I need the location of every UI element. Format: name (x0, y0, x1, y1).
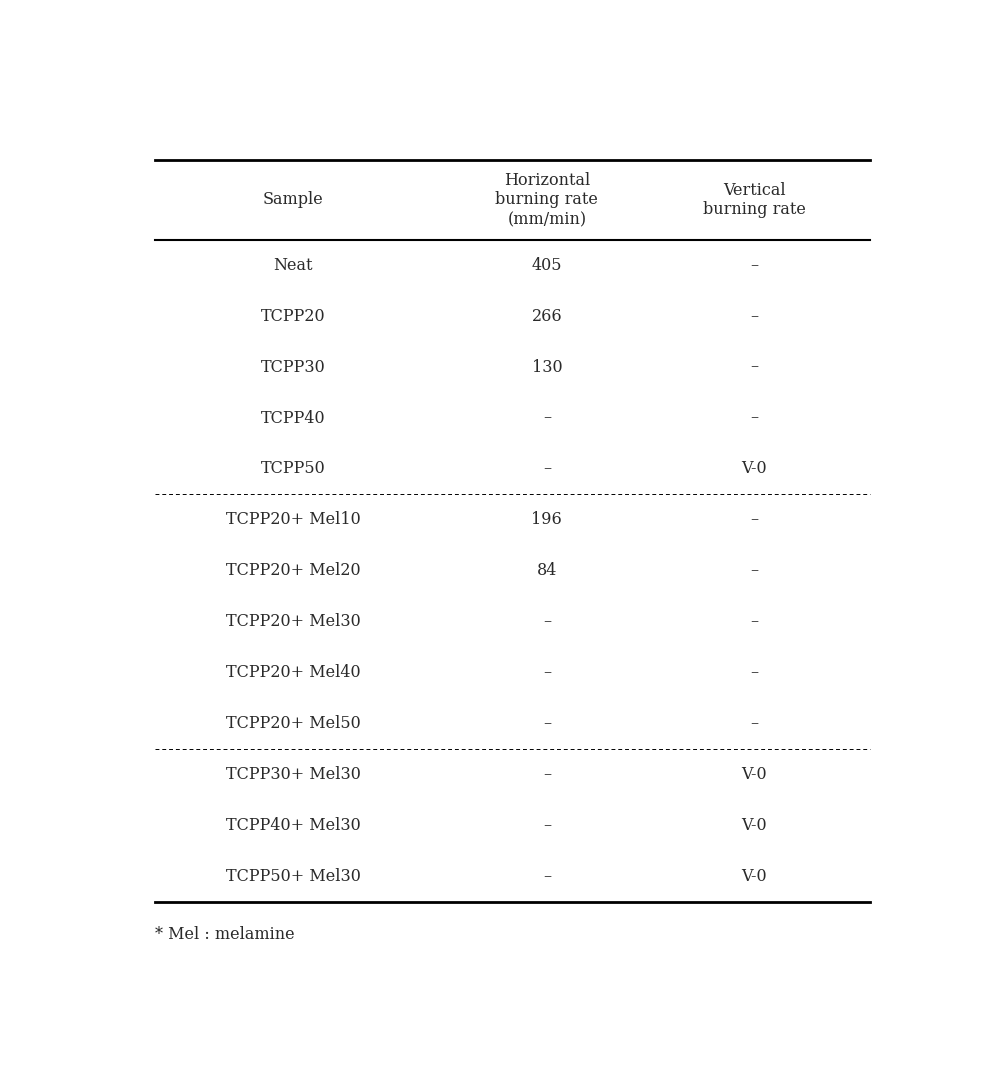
Text: TCPP50: TCPP50 (261, 461, 325, 477)
Text: –: – (750, 562, 759, 579)
Text: –: – (543, 817, 551, 834)
Text: V-0: V-0 (742, 767, 767, 783)
Text: Vertical
burning rate: Vertical burning rate (703, 182, 806, 218)
Text: –: – (750, 307, 759, 325)
Text: V-0: V-0 (742, 461, 767, 477)
Text: –: – (750, 715, 759, 732)
Text: 130: 130 (532, 358, 562, 376)
Text: TCPP40: TCPP40 (261, 409, 325, 427)
Text: TCPP30+ Mel30: TCPP30+ Mel30 (226, 767, 360, 783)
Text: –: – (543, 767, 551, 783)
Text: –: – (543, 868, 551, 885)
Text: * Mel : melamine: * Mel : melamine (155, 927, 295, 943)
Text: TCPP20: TCPP20 (261, 307, 325, 325)
Text: –: – (543, 409, 551, 427)
Text: TCPP20+ Mel10: TCPP20+ Mel10 (226, 512, 360, 528)
Text: 84: 84 (537, 562, 558, 579)
Text: Neat: Neat (274, 257, 312, 273)
Text: –: – (750, 664, 759, 682)
Text: –: – (543, 613, 551, 631)
Text: TCPP20+ Mel50: TCPP20+ Mel50 (226, 715, 360, 732)
Text: 266: 266 (532, 307, 562, 325)
Text: TCPP20+ Mel40: TCPP20+ Mel40 (226, 664, 360, 682)
Text: TCPP40+ Mel30: TCPP40+ Mel30 (226, 817, 360, 834)
Text: Horizontal
burning rate
(mm/min): Horizontal burning rate (mm/min) (495, 172, 598, 228)
Text: V-0: V-0 (742, 817, 767, 834)
Text: TCPP20+ Mel30: TCPP20+ Mel30 (226, 613, 360, 631)
Text: –: – (750, 257, 759, 273)
Text: –: – (750, 512, 759, 528)
Text: Sample: Sample (263, 192, 323, 208)
Text: 405: 405 (532, 257, 562, 273)
Text: –: – (543, 664, 551, 682)
Text: –: – (750, 409, 759, 427)
Text: –: – (543, 715, 551, 732)
Text: –: – (750, 358, 759, 376)
Text: 196: 196 (532, 512, 562, 528)
Text: V-0: V-0 (742, 868, 767, 885)
Text: –: – (750, 613, 759, 631)
Text: TCPP30: TCPP30 (261, 358, 325, 376)
Text: TCPP20+ Mel20: TCPP20+ Mel20 (226, 562, 360, 579)
Text: TCPP50+ Mel30: TCPP50+ Mel30 (226, 868, 360, 885)
Text: –: – (543, 461, 551, 477)
